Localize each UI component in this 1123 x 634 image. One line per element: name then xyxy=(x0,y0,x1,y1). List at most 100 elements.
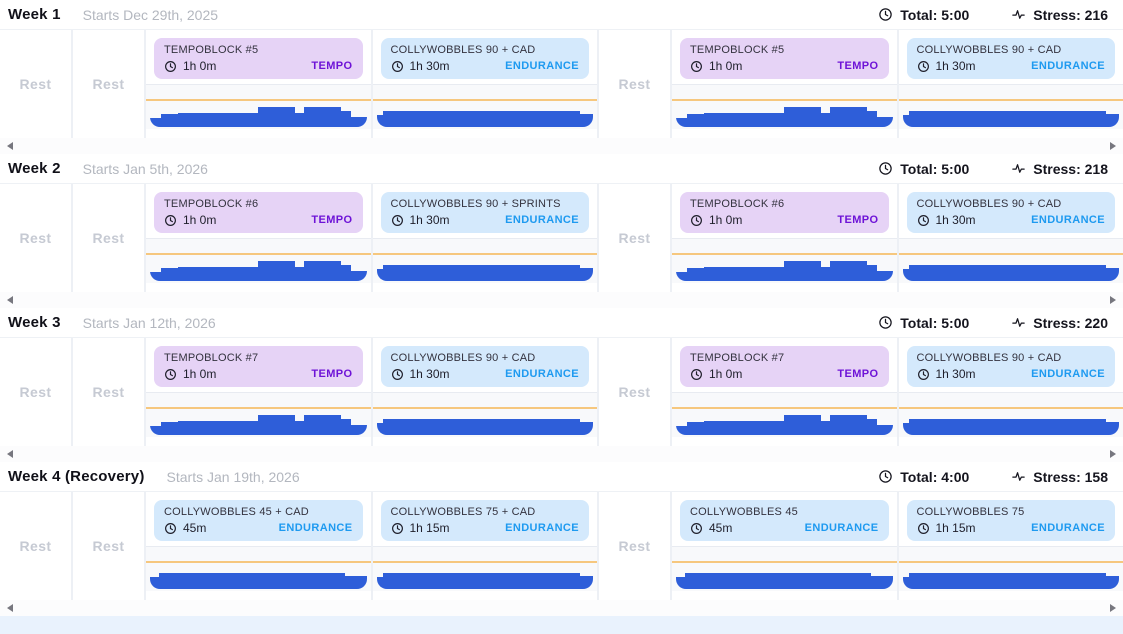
workout-meta: 1h 15m ENDURANCE xyxy=(391,521,580,535)
scroll-left-icon[interactable] xyxy=(7,604,13,612)
workout-day-cell: COLLYWOBBLES 90 + CAD 1h 30m ENDURANCE xyxy=(372,30,597,138)
profile-bars xyxy=(902,396,1119,435)
workout-name: COLLYWOBBLES 90 + CAD xyxy=(916,352,1062,364)
profile-bar-segment xyxy=(303,261,341,281)
profile-bar-segment xyxy=(376,115,383,127)
scroll-right-icon[interactable] xyxy=(1110,604,1116,612)
rest-day-cell: Rest xyxy=(599,492,670,600)
week-block: Week 3 Starts Jan 12th, 2026 Total: 5:00… xyxy=(0,308,1123,462)
workout-profile-chart xyxy=(146,238,371,283)
profile-bar-segment xyxy=(1106,114,1119,127)
workout-duration-group: 1h 0m xyxy=(690,213,742,227)
workout-duration-group: 1h 30m xyxy=(917,59,976,73)
profile-bar-segment xyxy=(376,577,383,589)
workout-intensity-badge: ENDURANCE xyxy=(505,522,579,534)
profile-bar-segment xyxy=(160,267,179,281)
workout-card[interactable]: TEMPOBLOCK #5 1h 0m TEMPO xyxy=(154,38,363,79)
profile-bars xyxy=(150,550,367,589)
scroll-right-icon[interactable] xyxy=(1110,450,1116,458)
profile-bar-segment xyxy=(829,415,867,435)
profile-bar-segment xyxy=(383,111,392,127)
workout-card[interactable]: COLLYWOBBLES 75 1h 15m ENDURANCE xyxy=(906,500,1115,541)
week-scrollbar[interactable] xyxy=(0,138,1123,154)
profile-bars xyxy=(150,88,367,127)
workout-profile-chart xyxy=(672,546,897,591)
workout-profile-chart xyxy=(146,84,371,129)
workout-name: COLLYWOBBLES 90 + SPRINTS xyxy=(390,198,561,210)
workout-duration: 1h 0m xyxy=(709,367,743,381)
profile-bar-segment xyxy=(697,572,871,589)
scroll-right-icon[interactable] xyxy=(1110,296,1116,304)
week-title: Week 3 xyxy=(8,314,61,331)
profile-bar-segment xyxy=(686,421,705,435)
rest-day-cell: Rest xyxy=(599,30,670,138)
rest-label: Rest xyxy=(92,384,125,400)
profile-bar-segment xyxy=(917,419,1107,435)
week-title: Week 2 xyxy=(8,160,61,177)
workout-card[interactable]: COLLYWOBBLES 45 + CAD 45m ENDURANCE xyxy=(154,500,363,541)
scroll-left-icon[interactable] xyxy=(7,296,13,304)
profile-bar-segment xyxy=(877,270,893,281)
workout-card[interactable]: TEMPOBLOCK #5 1h 0m TEMPO xyxy=(680,38,889,79)
profile-bar-segment xyxy=(150,271,161,281)
week-stress-label: Stress: 216 xyxy=(1033,6,1108,23)
rest-label: Rest xyxy=(19,538,52,554)
workout-name: COLLYWOBBLES 90 + CAD xyxy=(916,198,1062,210)
week-stats: Total: 5:00 Stress: 218 xyxy=(878,161,1108,177)
clock-icon xyxy=(691,522,702,534)
workout-day-cell: TEMPOBLOCK #7 1h 0m TEMPO xyxy=(672,338,897,446)
week-total: Total: 5:00 xyxy=(878,161,969,177)
week-block: Week 2 Starts Jan 5th, 2026 Total: 5:00 … xyxy=(0,154,1123,308)
clock-icon xyxy=(165,522,176,534)
workout-card[interactable]: TEMPOBLOCK #6 1h 0m TEMPO xyxy=(680,192,889,233)
workout-card[interactable]: COLLYWOBBLES 90 + CAD 1h 30m ENDURANCE xyxy=(380,38,589,79)
target-line xyxy=(898,99,1123,101)
workout-duration: 1h 0m xyxy=(709,213,743,227)
week-header: Week 3 Starts Jan 12th, 2026 Total: 5:00… xyxy=(0,308,1123,338)
workout-card[interactable]: COLLYWOBBLES 90 + CAD 1h 30m ENDURANCE xyxy=(906,38,1115,79)
week-scrollbar[interactable] xyxy=(0,292,1123,308)
week-start-date: Starts Jan 12th, 2026 xyxy=(82,314,216,331)
workout-name: COLLYWOBBLES 75 + CAD xyxy=(390,506,536,518)
week-scrollbar[interactable] xyxy=(0,600,1123,616)
workout-duration-group: 45m xyxy=(164,521,206,535)
workout-meta: 1h 30m ENDURANCE xyxy=(917,213,1106,227)
workout-intensity-badge: ENDURANCE xyxy=(1031,522,1105,534)
scroll-left-icon[interactable] xyxy=(7,450,13,458)
workout-day-cell: COLLYWOBBLES 75 1h 15m ENDURANCE xyxy=(898,492,1123,600)
workout-card[interactable]: COLLYWOBBLES 90 + CAD 1h 30m ENDURANCE xyxy=(906,192,1115,233)
workout-meta: 1h 30m ENDURANCE xyxy=(391,367,580,381)
rest-day-cell: Rest xyxy=(599,338,670,446)
workout-card[interactable]: COLLYWOBBLES 75 + CAD 1h 15m ENDURANCE xyxy=(380,500,589,541)
scroll-left-icon[interactable] xyxy=(7,142,13,150)
workout-card[interactable]: COLLYWOBBLES 90 + CAD 1h 30m ENDURANCE xyxy=(380,346,589,387)
workout-meta: 1h 30m ENDURANCE xyxy=(917,367,1106,381)
rest-day-cell: Rest xyxy=(0,30,71,138)
workout-card[interactable]: COLLYWOBBLES 45 45m ENDURANCE xyxy=(680,500,889,541)
workout-card[interactable]: COLLYWOBBLES 90 + SPRINTS 1h 30m ENDURAN… xyxy=(380,192,589,233)
week-days: Rest Rest TEMPOBLOCK #7 1h 0m TEMPO COLL… xyxy=(0,338,1123,446)
workout-intensity-badge: TEMPO xyxy=(837,214,879,226)
profile-bar-segment xyxy=(580,268,593,281)
workout-card[interactable]: TEMPOBLOCK #7 1h 0m TEMPO xyxy=(154,346,363,387)
clock-icon xyxy=(917,60,929,72)
scroll-right-icon[interactable] xyxy=(1110,142,1116,150)
activity-icon xyxy=(1012,318,1026,327)
workout-card[interactable]: TEMPOBLOCK #6 1h 0m TEMPO xyxy=(154,192,363,233)
week-header: Week 1 Starts Dec 29th, 2025 Total: 5:00… xyxy=(0,0,1123,30)
profile-bar-segment xyxy=(686,113,705,127)
workout-card[interactable]: TEMPOBLOCK #7 1h 0m TEMPO xyxy=(680,346,889,387)
workout-meta: 45m ENDURANCE xyxy=(164,521,353,535)
week-stress-label: Stress: 218 xyxy=(1033,160,1108,177)
workout-card[interactable]: COLLYWOBBLES 90 + CAD 1h 30m ENDURANCE xyxy=(906,346,1115,387)
week-header: Week 2 Starts Jan 5th, 2026 Total: 5:00 … xyxy=(0,154,1123,184)
clock-icon xyxy=(391,368,403,380)
workout-name: COLLYWOBBLES 90 + CAD xyxy=(390,352,536,364)
week-days: Rest Rest TEMPOBLOCK #6 1h 0m TEMPO COLL… xyxy=(0,184,1123,292)
clock-icon xyxy=(879,162,893,175)
workout-intensity-badge: ENDURANCE xyxy=(804,522,879,534)
profile-bar-segment xyxy=(158,573,172,589)
week-scrollbar[interactable] xyxy=(0,446,1123,462)
profile-bar-segment xyxy=(383,419,392,435)
workout-name: TEMPOBLOCK #5 xyxy=(164,44,259,56)
